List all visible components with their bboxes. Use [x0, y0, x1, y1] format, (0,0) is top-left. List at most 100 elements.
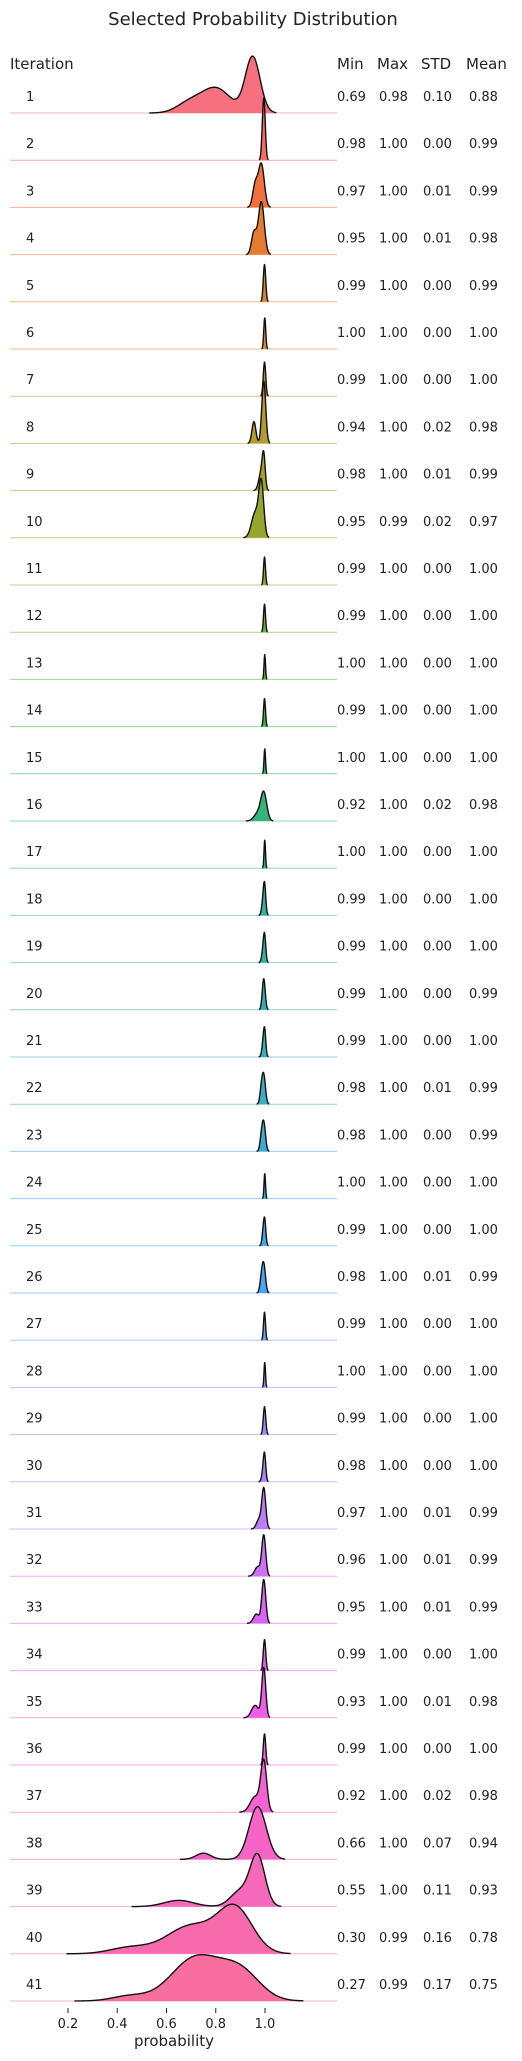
stat-mean: 0.99	[469, 1081, 498, 1096]
iteration-label: 21	[26, 1034, 43, 1049]
stat-max: 1.00	[379, 1364, 408, 1379]
ridge-row: 9 0.98 1.00 0.01 0.99	[10, 451, 498, 491]
stat-min: 0.99	[337, 279, 366, 294]
stat-min: 0.99	[337, 1648, 366, 1663]
stat-mean: 1.00	[469, 1364, 498, 1379]
stat-mean: 0.99	[469, 987, 498, 1002]
stat-max: 1.00	[379, 1648, 408, 1663]
ridge-row: 23 0.98 1.00 0.00 0.99	[10, 1120, 498, 1151]
stat-mean: 1.00	[469, 326, 498, 341]
stat-mean: 1.00	[469, 892, 498, 907]
stat-min: 0.98	[337, 1128, 366, 1143]
stat-max: 1.00	[379, 1884, 408, 1899]
stat-min: 0.98	[337, 137, 366, 152]
iteration-label: 3	[26, 184, 34, 199]
iteration-label: 25	[26, 1223, 43, 1238]
stat-std: 0.07	[423, 1836, 452, 1851]
iteration-label: 19	[26, 940, 43, 955]
stat-min: 0.96	[337, 1553, 366, 1568]
ridge-row: 10 0.95 0.99 0.02 0.97	[10, 478, 498, 537]
stat-max: 1.00	[379, 751, 408, 766]
stat-std: 0.00	[423, 1364, 452, 1379]
stat-max: 1.00	[379, 656, 408, 671]
stat-mean: 1.00	[469, 1223, 498, 1238]
stat-mean: 1.00	[469, 373, 498, 388]
stat-max: 0.99	[379, 1931, 408, 1946]
stat-mean: 0.99	[469, 184, 498, 199]
stat-max: 1.00	[379, 1317, 408, 1332]
stat-max: 1.00	[379, 704, 408, 719]
stat-max: 1.00	[379, 184, 408, 199]
stat-mean: 1.00	[469, 562, 498, 577]
iteration-label: 30	[26, 1459, 43, 1474]
stat-std: 0.01	[423, 1695, 452, 1710]
stat-std: 0.00	[423, 1412, 452, 1427]
stat-max: 1.00	[379, 609, 408, 624]
iteration-label: 5	[26, 279, 34, 294]
ridge-row: 5 0.99 1.00 0.00 0.99	[10, 265, 498, 302]
ridge-row: 34 0.99 1.00 0.00 1.00	[10, 1640, 498, 1671]
stat-mean: 0.75	[469, 1978, 498, 1993]
ridge-row: 19 0.99 1.00 0.00 1.00	[10, 932, 498, 962]
stat-max: 1.00	[379, 1695, 408, 1710]
x-axis: 0.2 0.4 0.6 0.8 1.0	[58, 2008, 276, 2032]
stat-mean: 0.98	[469, 420, 498, 435]
stat-std: 0.17	[423, 1978, 452, 1993]
stat-mean: 0.99	[469, 468, 498, 483]
ridge-density-fill	[74, 1955, 303, 2001]
stat-max: 1.00	[379, 562, 408, 577]
stat-max: 1.00	[379, 1459, 408, 1474]
x-tick-label: 0.6	[156, 2017, 177, 2032]
iteration-label: 38	[26, 1836, 43, 1851]
ridges-group: 1 0.69 0.98 0.10 0.882 0.98 1.00 0.00 0.993 0.97 1…	[10, 56, 498, 2001]
ridge-row: 33 0.95 1.00 0.01 0.99	[10, 1580, 498, 1624]
iteration-label: 35	[26, 1695, 43, 1710]
stat-min: 0.99	[337, 562, 366, 577]
stat-std: 0.02	[423, 420, 452, 435]
stat-max: 1.00	[379, 468, 408, 483]
stat-std: 0.00	[423, 137, 452, 152]
iteration-label: 9	[26, 468, 34, 483]
iteration-label: 17	[26, 845, 43, 860]
stat-min: 0.94	[337, 420, 366, 435]
iteration-label: 16	[26, 798, 43, 813]
stat-min: 0.99	[337, 1412, 366, 1427]
stat-max: 1.00	[379, 326, 408, 341]
ridge-row: 35 0.93 1.00 0.01 0.98	[10, 1667, 498, 1717]
stat-min: 0.98	[337, 1270, 366, 1285]
iteration-label: 27	[26, 1317, 43, 1332]
stat-std: 0.00	[423, 373, 452, 388]
ridge-row: 22 0.98 1.00 0.01 0.99	[10, 1072, 498, 1104]
x-tick-label: 0.8	[205, 2017, 226, 2032]
stat-mean: 0.98	[469, 1789, 498, 1804]
stat-mean: 0.99	[469, 1128, 498, 1143]
ridge-row: 20 0.99 1.00 0.00 0.99	[10, 979, 498, 1010]
ridge-density-fill	[132, 1853, 282, 1906]
iteration-label: 15	[26, 751, 43, 766]
iteration-header: Iteration	[10, 55, 74, 73]
stat-min: 0.99	[337, 609, 366, 624]
stat-min: 0.27	[337, 1978, 366, 1993]
stat-mean: 0.99	[469, 1600, 498, 1615]
stat-max: 1.00	[379, 1034, 408, 1049]
stat-max: 1.00	[379, 1836, 408, 1851]
ridge-row: 3 0.97 1.00 0.01 0.99	[10, 163, 498, 207]
stat-min: 0.99	[337, 1317, 366, 1332]
stat-min: 0.95	[337, 515, 366, 530]
stat-std: 0.00	[423, 704, 452, 719]
ridge-row: 4 0.95 1.00 0.01 0.98	[10, 202, 498, 255]
stat-min: 0.99	[337, 987, 366, 1002]
stat-max: 1.00	[379, 892, 408, 907]
stat-mean: 0.98	[469, 232, 498, 247]
stat-std: 0.01	[423, 1506, 452, 1521]
stat-std: 0.01	[423, 184, 452, 199]
ridge-row: 32 0.96 1.00 0.01 0.99	[10, 1535, 498, 1576]
stat-std: 0.00	[423, 279, 452, 294]
stat-std: 0.00	[423, 1223, 452, 1238]
stat-min: 0.99	[337, 1742, 366, 1757]
stat-std: 0.01	[423, 232, 452, 247]
stat-std: 0.01	[423, 1270, 452, 1285]
stat-mean: 1.00	[469, 845, 498, 860]
iteration-label: 41	[26, 1978, 43, 1993]
stat-max: 1.00	[379, 1270, 408, 1285]
